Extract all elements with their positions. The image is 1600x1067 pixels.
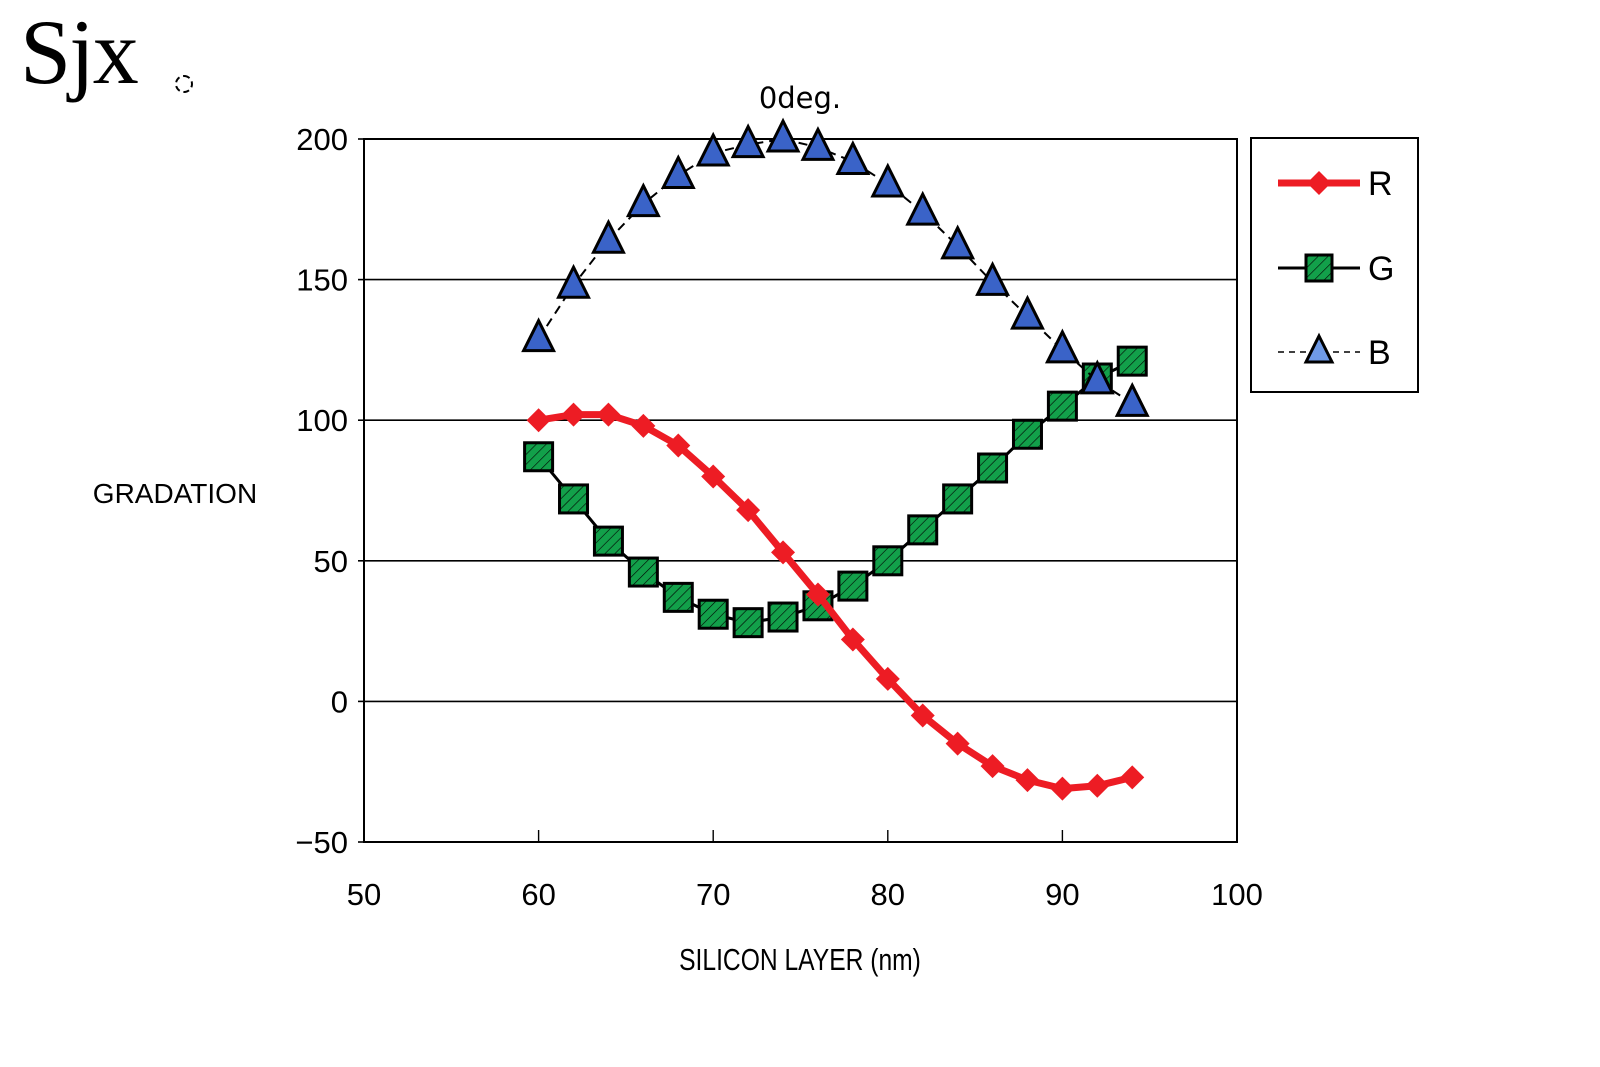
data-point-R bbox=[1085, 773, 1110, 798]
data-point-B bbox=[695, 131, 731, 167]
data-point-R bbox=[1120, 765, 1145, 790]
x-tick-label: 100 bbox=[1211, 877, 1263, 912]
x-tick-label: 80 bbox=[871, 877, 905, 912]
data-point-B bbox=[1114, 381, 1150, 417]
series-B bbox=[521, 117, 1150, 417]
legend-label-R: R bbox=[1368, 165, 1393, 203]
data-point-R bbox=[631, 413, 656, 438]
figure-label: Sjx bbox=[20, 1, 139, 103]
x-tick-label: 60 bbox=[521, 877, 555, 912]
series-layer bbox=[521, 117, 1150, 801]
legend-item-G: G bbox=[1278, 250, 1394, 288]
data-point-B bbox=[591, 218, 626, 254]
data-point-G bbox=[942, 483, 974, 515]
data-point-G bbox=[523, 441, 555, 473]
data-point-G bbox=[977, 452, 1009, 484]
data-point-R bbox=[980, 754, 1005, 779]
data-point-R bbox=[561, 402, 586, 427]
data-point-G bbox=[732, 607, 764, 639]
data-point-B bbox=[870, 162, 906, 198]
data-point-B bbox=[1044, 328, 1080, 364]
data-point-G bbox=[1116, 345, 1148, 377]
data-point-R bbox=[1050, 776, 1075, 801]
y-tick-label: 50 bbox=[314, 544, 348, 579]
grid-lines bbox=[364, 278, 1237, 703]
x-tick-label: 70 bbox=[696, 877, 730, 912]
chart-title: 0deg. bbox=[759, 81, 841, 115]
series-G bbox=[523, 345, 1148, 639]
data-point-G bbox=[558, 483, 590, 515]
series-line-G bbox=[537, 359, 1133, 625]
data-point-B bbox=[975, 261, 1010, 296]
data-point-R bbox=[1015, 768, 1040, 793]
y-tick-label: −50 bbox=[295, 825, 348, 860]
y-tick-label: 100 bbox=[296, 403, 348, 438]
y-tick-label: 0 bbox=[331, 684, 348, 719]
data-point-R bbox=[875, 666, 900, 691]
data-point-B bbox=[800, 126, 836, 161]
legend-item-B: B bbox=[1278, 332, 1391, 372]
legend-label-G: G bbox=[1368, 250, 1394, 288]
data-point-R bbox=[701, 464, 726, 489]
data-point-R bbox=[666, 433, 691, 458]
data-point-G bbox=[1011, 418, 1043, 450]
data-point-G bbox=[592, 525, 624, 557]
legend-marker-B bbox=[1303, 332, 1335, 364]
data-point-B bbox=[556, 263, 591, 299]
series-R bbox=[526, 402, 1145, 801]
data-point-R bbox=[526, 408, 551, 433]
data-point-R bbox=[805, 582, 830, 607]
data-point-G bbox=[697, 598, 729, 630]
data-point-R bbox=[596, 402, 621, 427]
data-point-G bbox=[767, 601, 799, 633]
data-point-B bbox=[1079, 359, 1115, 395]
data-point-G bbox=[907, 514, 939, 546]
y-tick-label: 150 bbox=[296, 263, 348, 298]
legend-label-B: B bbox=[1368, 334, 1391, 372]
data-point-R bbox=[945, 731, 970, 756]
y-axis-title: GRADATION bbox=[93, 478, 257, 509]
x-tick-label: 50 bbox=[347, 877, 381, 912]
series-line-B bbox=[537, 137, 1133, 405]
data-point-B bbox=[521, 317, 557, 353]
data-point-B bbox=[730, 123, 766, 159]
data-point-G bbox=[662, 581, 694, 613]
series-line-R bbox=[538, 411, 1134, 793]
x-axis: 50 60 70 80 90 100 bbox=[347, 830, 1263, 912]
dashed-circle-icon bbox=[175, 75, 193, 93]
data-point-G bbox=[627, 556, 659, 588]
legend-marker-R bbox=[1307, 171, 1331, 195]
data-point-G bbox=[872, 545, 904, 577]
y-tick-label: 200 bbox=[296, 122, 348, 157]
y-axis: 200 150 100 50 0 −50 bbox=[295, 122, 364, 860]
x-tick-label: 90 bbox=[1045, 877, 1079, 912]
data-point-B bbox=[835, 140, 871, 175]
data-point-B bbox=[660, 154, 696, 190]
legend-marker-G bbox=[1304, 253, 1334, 283]
data-point-B bbox=[940, 224, 976, 260]
legend: R G B bbox=[1250, 137, 1419, 393]
legend-item-R: R bbox=[1278, 165, 1393, 203]
data-point-R bbox=[910, 703, 935, 728]
x-axis-title: SILICON LAYER (nm) bbox=[679, 943, 921, 977]
data-point-B bbox=[625, 182, 661, 218]
data-point-R bbox=[771, 540, 796, 565]
data-point-B bbox=[1010, 294, 1045, 330]
data-point-B bbox=[905, 190, 941, 226]
data-point-B bbox=[765, 117, 801, 153]
data-point-R bbox=[840, 627, 865, 652]
data-point-G bbox=[1046, 390, 1078, 422]
data-point-R bbox=[736, 498, 761, 523]
plot-area bbox=[363, 138, 1238, 843]
data-point-G bbox=[837, 570, 869, 602]
